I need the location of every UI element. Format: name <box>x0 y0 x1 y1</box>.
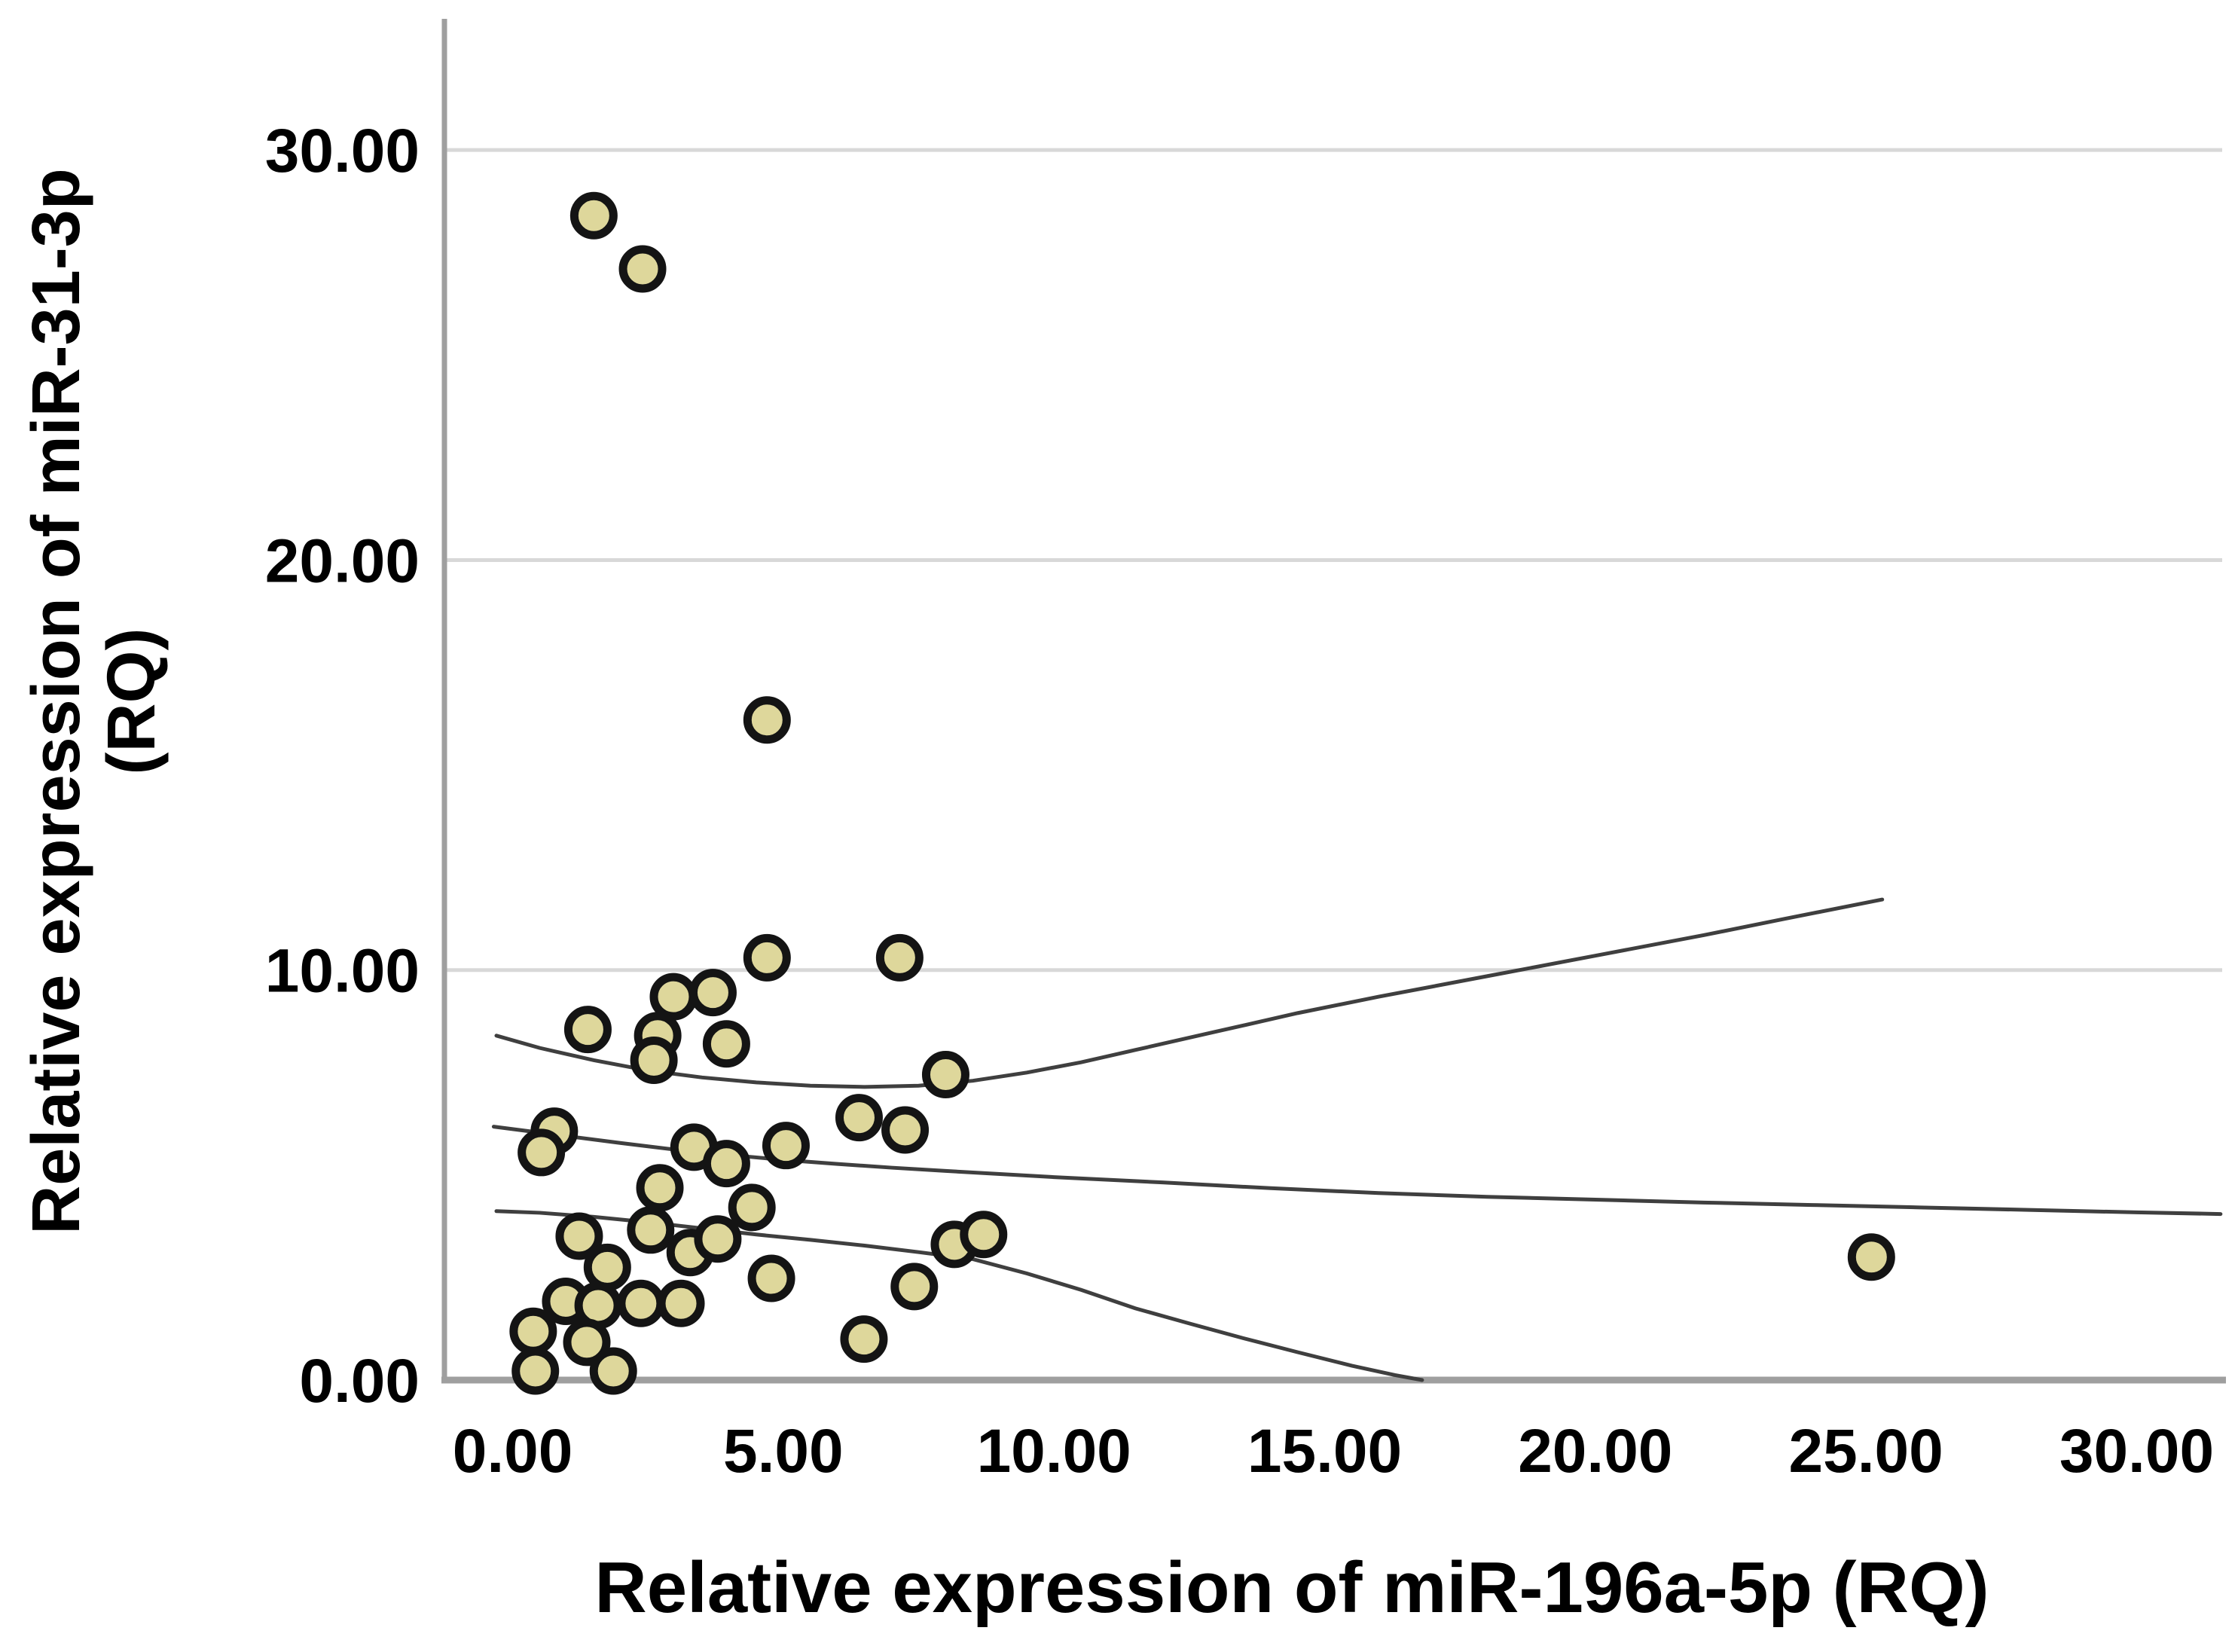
data-point <box>649 973 698 1021</box>
y-axis-title-line2: (RQ) <box>94 628 169 775</box>
data-point <box>630 1036 678 1084</box>
y-tick-label: 10.00 <box>265 937 420 1006</box>
x-tick-label: 15.00 <box>1247 1417 1402 1486</box>
data-points <box>509 191 1895 1395</box>
data-point <box>555 1212 603 1260</box>
data-point <box>509 1307 557 1355</box>
data-point <box>563 1006 612 1054</box>
data-point <box>702 1140 750 1188</box>
y-tick-label: 0.00 <box>299 1347 420 1415</box>
x-tick-label: 10.00 <box>977 1417 1131 1486</box>
data-point <box>921 1051 969 1099</box>
axes <box>441 19 2226 1384</box>
data-point <box>890 1263 939 1311</box>
data-point <box>569 191 618 240</box>
data-point <box>627 1206 675 1254</box>
data-point <box>688 969 737 1017</box>
data-point <box>511 1347 560 1395</box>
tick-labels: 0.00 5.00 10.00 15.00 20.00 25.00 30.00 0.00 10.… <box>265 117 2214 1486</box>
data-point <box>743 696 791 744</box>
data-point <box>583 1243 631 1291</box>
x-tick-label: 5.00 <box>723 1417 844 1486</box>
data-point <box>875 933 924 982</box>
data-point <box>762 1122 810 1170</box>
data-point <box>636 1164 684 1212</box>
x-tick-label: 30.00 <box>2059 1417 2214 1486</box>
y-tick-label: 30.00 <box>265 117 420 185</box>
data-point <box>835 1094 883 1142</box>
data-point <box>1847 1233 1895 1281</box>
data-point <box>563 1318 611 1366</box>
x-axis-title: Relative expression of miR-196a-5p (RQ) <box>594 1547 1989 1628</box>
data-point <box>881 1106 930 1154</box>
x-tick-label: 25.00 <box>1789 1417 1943 1486</box>
data-point <box>702 1020 750 1068</box>
data-point <box>694 1215 742 1263</box>
data-point <box>840 1315 888 1363</box>
data-point <box>728 1183 776 1232</box>
gridlines <box>444 148 2222 973</box>
data-point <box>618 245 667 293</box>
data-point <box>657 1279 705 1327</box>
x-tick-label: 0.00 <box>453 1417 573 1486</box>
data-point <box>747 1254 795 1302</box>
data-point <box>518 1128 566 1177</box>
data-point <box>617 1279 665 1327</box>
x-tick-label: 20.00 <box>1518 1417 1672 1486</box>
y-tick-label: 20.00 <box>265 527 420 595</box>
data-point <box>743 933 791 982</box>
data-point <box>960 1211 1008 1259</box>
data-point <box>589 1347 637 1395</box>
y-axis-title-line1: Relative expression of miR-31-3p <box>19 168 94 1234</box>
